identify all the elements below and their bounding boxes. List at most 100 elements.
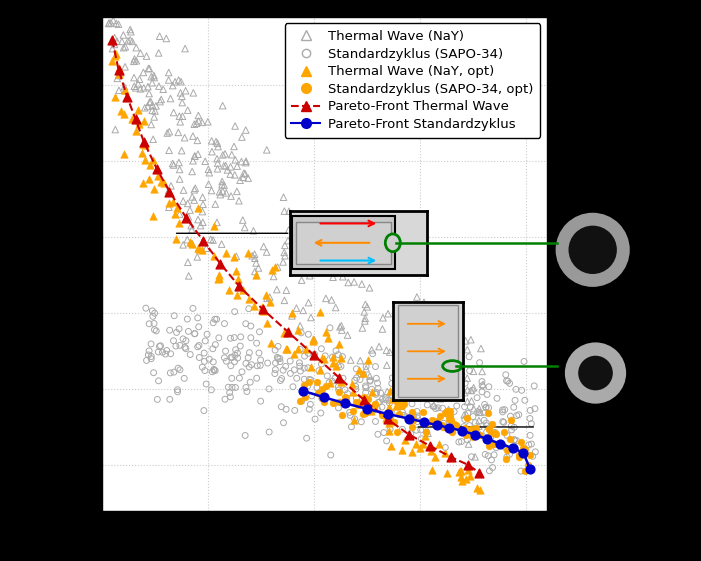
- Point: [129, 54, 140, 63]
- Point: [434, 439, 445, 448]
- Point: [446, 362, 457, 371]
- Point: [294, 358, 305, 367]
- Point: [280, 345, 292, 354]
- Point: [460, 430, 471, 439]
- Point: [151, 164, 163, 173]
- Point: [308, 335, 320, 344]
- Point: [278, 193, 289, 202]
- Point: [390, 401, 402, 410]
- Point: [279, 251, 290, 260]
- Point: [197, 218, 208, 227]
- Point: [444, 378, 456, 387]
- Point: [382, 415, 393, 424]
- Point: [211, 315, 222, 324]
- Point: [172, 387, 183, 396]
- Point: [135, 49, 146, 58]
- Point: [355, 369, 366, 378]
- Point: [316, 360, 327, 369]
- Point: [241, 387, 252, 396]
- Point: [497, 406, 508, 415]
- Point: [189, 151, 200, 160]
- Point: [309, 350, 320, 358]
- Point: [192, 150, 203, 159]
- Point: [360, 383, 372, 392]
- Point: [249, 250, 260, 259]
- Point: [367, 388, 378, 397]
- Point: [146, 354, 157, 363]
- Point: [443, 409, 454, 418]
- Point: [222, 165, 233, 174]
- Point: [360, 314, 371, 323]
- Point: [118, 109, 130, 118]
- Point: [489, 450, 500, 459]
- Point: [261, 318, 273, 327]
- Point: [327, 273, 339, 282]
- Point: [294, 396, 306, 405]
- Point: [462, 374, 473, 383]
- Point: [474, 404, 485, 413]
- Point: [151, 327, 162, 335]
- Point: [399, 314, 410, 323]
- Point: [164, 187, 175, 196]
- Point: [479, 400, 490, 409]
- Point: [252, 361, 263, 370]
- Point: [510, 396, 521, 405]
- Point: [260, 290, 271, 299]
- Point: [163, 203, 175, 211]
- Point: [394, 369, 405, 378]
- Point: [226, 374, 238, 383]
- Point: [197, 362, 208, 371]
- Point: [245, 321, 257, 330]
- Point: [366, 407, 377, 416]
- Point: [113, 66, 124, 75]
- Point: [229, 307, 240, 316]
- Point: [251, 339, 262, 348]
- Point: [439, 408, 450, 417]
- Point: [236, 157, 247, 166]
- Point: [314, 308, 325, 317]
- Point: [385, 387, 396, 396]
- Point: [529, 381, 540, 390]
- Point: [372, 430, 383, 439]
- Point: [303, 298, 314, 307]
- Point: [524, 414, 536, 423]
- Point: [219, 319, 230, 328]
- Point: [446, 453, 457, 462]
- Point: [170, 209, 181, 218]
- Point: [506, 425, 517, 434]
- Point: [213, 333, 224, 342]
- Point: [232, 353, 243, 362]
- Point: [306, 362, 317, 371]
- Point: [386, 392, 397, 401]
- Point: [365, 376, 376, 385]
- Point: [149, 185, 160, 194]
- Point: [127, 37, 138, 46]
- Point: [376, 402, 388, 411]
- Point: [299, 364, 310, 373]
- Point: [143, 64, 154, 73]
- Point: [283, 207, 294, 216]
- Point: [308, 350, 319, 359]
- Point: [177, 98, 188, 107]
- Point: [111, 19, 122, 28]
- Point: [142, 102, 154, 111]
- Point: [490, 440, 501, 449]
- Point: [383, 426, 395, 435]
- Point: [165, 350, 176, 358]
- Point: [279, 206, 290, 215]
- Point: [353, 366, 365, 375]
- Point: [407, 399, 418, 408]
- Point: [168, 198, 179, 207]
- Point: [358, 370, 369, 379]
- Point: [410, 383, 421, 392]
- Point: [225, 334, 236, 343]
- Point: [217, 177, 228, 186]
- Point: [214, 187, 225, 196]
- Point: [504, 450, 515, 459]
- Point: [418, 439, 429, 448]
- Point: [219, 353, 230, 362]
- Point: [265, 338, 276, 347]
- Point: [473, 416, 484, 425]
- Point: [462, 409, 473, 418]
- Point: [317, 385, 328, 394]
